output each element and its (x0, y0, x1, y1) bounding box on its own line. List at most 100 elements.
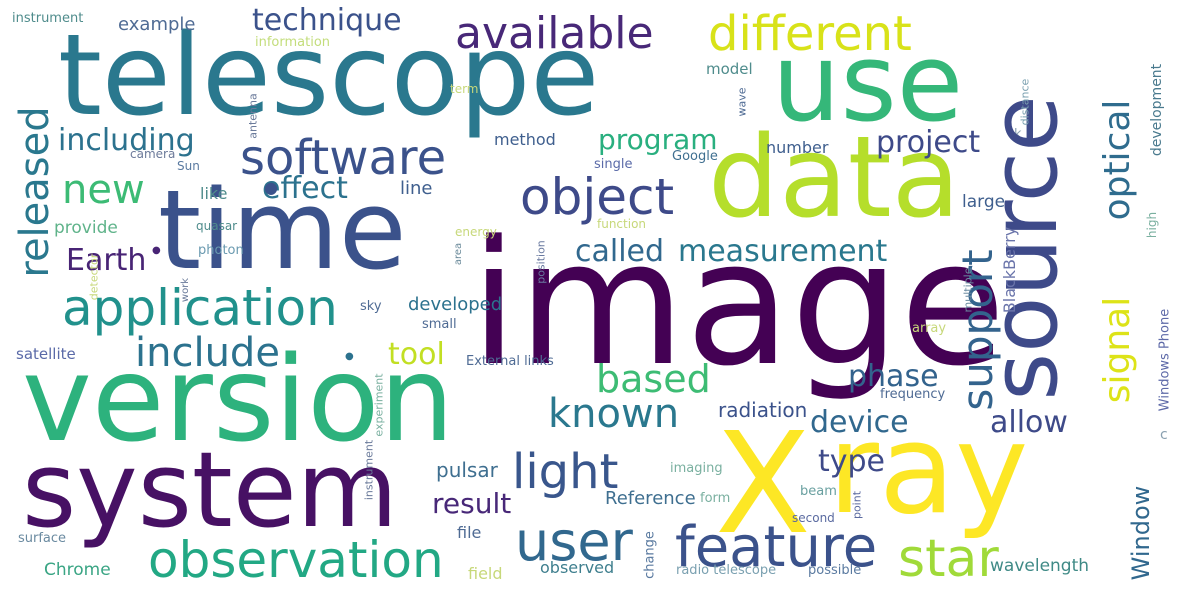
word-released: released (12, 106, 58, 278)
word-wave: wave (735, 87, 749, 117)
word-called: called (575, 234, 665, 269)
word-model: model (706, 60, 753, 78)
word-phase: phase (848, 359, 939, 394)
word-position: position (534, 240, 548, 284)
word-example: example (118, 14, 196, 35)
word-device: device (810, 405, 909, 440)
word-software: software (240, 130, 447, 186)
word-externallinks: External links (466, 354, 554, 369)
word-radiotelescope: radio telescope (676, 563, 777, 578)
word-result: result (432, 487, 512, 520)
word-instrument-vertical: instrument (362, 439, 376, 501)
word-sky: sky (360, 299, 382, 314)
word-type: type (818, 444, 886, 479)
word-earth: Earth (66, 243, 147, 278)
word-provide: provide (54, 218, 118, 238)
word-surface: surface (18, 531, 67, 546)
word-optical: optical (1097, 99, 1138, 221)
word-tool: tool (388, 337, 445, 372)
word-including: including (58, 123, 195, 158)
word-detector: detector (87, 253, 101, 301)
word-term: term (450, 82, 479, 96)
word-developed: developed (408, 294, 503, 315)
word-sun: Sun (177, 159, 200, 173)
dot-mark: ● (152, 245, 161, 256)
word-chrome: Chrome (44, 560, 111, 580)
word-energy: energy (455, 225, 497, 239)
word-x: X (715, 403, 811, 566)
word-imaging: imaging (670, 461, 723, 476)
word-instrument: instrument (12, 11, 84, 26)
word-frequency: frequency (880, 387, 946, 402)
word-small: small (422, 317, 457, 332)
word-wavelength: wavelength (990, 556, 1090, 576)
word-telescope: telescope (58, 11, 600, 141)
word-k: k (1014, 127, 1022, 142)
word-star: star (898, 529, 999, 589)
dot-mark: ● (264, 178, 278, 197)
word-photon: photon (198, 243, 244, 258)
word-quasar: quasar (196, 219, 238, 233)
word-radiation: radiation (718, 398, 808, 422)
word-use: use (772, 21, 964, 146)
word-multiple: multiple (961, 267, 975, 313)
word-satellite: satellite (16, 345, 76, 363)
word-system: system (22, 429, 398, 551)
word-area: area (453, 242, 464, 266)
word-experiment: experiment (372, 373, 386, 437)
word-distance: distance (1018, 78, 1032, 126)
word-field: field (468, 564, 503, 583)
word-ray: ray (828, 398, 1029, 542)
word-possible: possible (808, 563, 862, 578)
word-allow: allow (990, 405, 1068, 440)
word-effect: effect (262, 171, 348, 206)
word-information: information (255, 35, 331, 50)
word-image: image (470, 203, 1006, 404)
word-form: form (700, 491, 731, 506)
word-point: point (850, 490, 864, 520)
word-antenna: antenna (246, 93, 260, 139)
word-project: project (876, 125, 981, 160)
word-array: array (912, 321, 947, 336)
word-light: light (512, 444, 619, 500)
word-observation: observation (148, 531, 444, 589)
word-c: c (1160, 427, 1168, 443)
dot-mark: ● (345, 351, 354, 362)
word-second: second (792, 511, 835, 525)
word-change: change (642, 531, 658, 579)
word-technique: technique (252, 3, 402, 38)
word-function: function (597, 217, 647, 231)
word-large: large (962, 192, 1006, 212)
word-observed: observed (540, 558, 615, 577)
word-line: line (400, 178, 433, 199)
word-window: Window (1127, 485, 1155, 581)
word-google: Google (672, 149, 718, 164)
word-pulsar: pulsar (436, 458, 498, 482)
word-windowsphone: Windows Phone (1157, 308, 1173, 412)
word-user: user (515, 510, 633, 573)
word-data: data (708, 113, 961, 243)
word-beam: beam (800, 484, 837, 499)
word-different: different (708, 6, 912, 62)
word-file: file (457, 523, 482, 542)
word-application: application (62, 279, 338, 337)
word-development: development (1149, 63, 1165, 157)
word-object: object (520, 168, 675, 226)
word-work: work (180, 277, 191, 303)
word-method: method (494, 130, 556, 149)
word-camera: camera (130, 147, 176, 161)
word-based: based (596, 357, 711, 401)
word-high: high (1145, 211, 1159, 239)
word-single: single (594, 157, 633, 172)
word-program: program (598, 123, 718, 156)
word-version: version (22, 330, 455, 468)
word-blackberry: BlackBerry (1000, 226, 1019, 314)
word-number: number (766, 138, 829, 157)
word-include: include (135, 330, 280, 376)
word-time: time (158, 166, 407, 294)
word-feature: feature (675, 515, 878, 580)
word-available: available (455, 8, 654, 59)
word-signal: signal (1097, 296, 1138, 404)
word-like: like (200, 184, 228, 203)
